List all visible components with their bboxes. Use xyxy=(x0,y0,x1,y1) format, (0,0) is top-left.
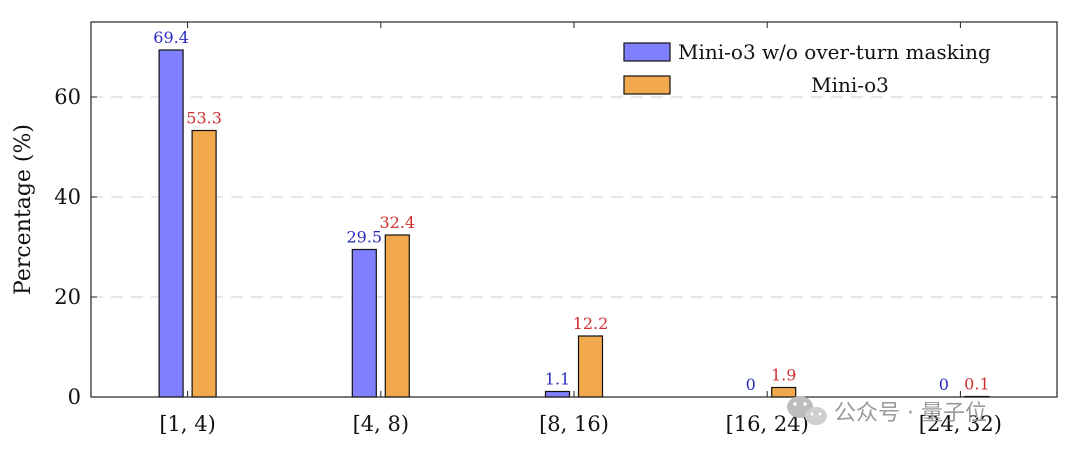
y-axis-ticks: 0 20 40 60 xyxy=(54,85,1057,409)
wechat-icon xyxy=(787,396,827,425)
legend-swatch xyxy=(623,75,671,95)
data-label: 53.3 xyxy=(186,109,222,128)
legend-label: Mini-o3 xyxy=(811,73,889,97)
bar xyxy=(158,49,184,398)
y-tick-label: 0 xyxy=(68,385,81,409)
data-label: 0 xyxy=(746,375,756,394)
data-label: 1.9 xyxy=(771,366,796,385)
x-tick-label: [4, 8) xyxy=(353,412,409,436)
y-tick-label: 60 xyxy=(54,85,81,109)
bar xyxy=(351,248,377,398)
data-label: 12.2 xyxy=(573,314,609,333)
x-tick-label: [8, 16) xyxy=(539,412,609,436)
watermark: 公众号 · 量子位 xyxy=(787,396,987,426)
watermark-text: 公众号 · 量子位 xyxy=(834,401,987,426)
data-label: 0 xyxy=(939,375,949,394)
bar xyxy=(384,234,410,398)
grid xyxy=(91,96,1057,298)
plot-frame xyxy=(90,21,1058,398)
y-tick-label: 20 xyxy=(54,285,81,309)
y-axis-title: Percentage (%) xyxy=(11,124,36,295)
legend-label: Mini-o3 w/o over-turn masking xyxy=(678,40,991,64)
data-label: 29.5 xyxy=(346,228,382,247)
bars xyxy=(158,49,990,398)
data-label: 69.4 xyxy=(153,28,189,47)
data-label: 0.1 xyxy=(964,375,989,394)
data-label: 32.4 xyxy=(379,213,415,232)
bar xyxy=(191,129,217,398)
x-tick-label: [1, 4) xyxy=(159,412,215,436)
bar xyxy=(544,390,571,398)
bar xyxy=(577,335,604,398)
legend: Mini-o3 w/o over-turn masking Mini-o3 xyxy=(623,40,991,97)
data-label: 1.1 xyxy=(545,370,570,389)
legend-swatch xyxy=(623,42,671,62)
y-tick-label: 40 xyxy=(54,185,81,209)
value-labels: 69.4 29.5 1.1 0 0 53.3 32.4 12.2 1.9 0.1 xyxy=(153,28,989,394)
bar xyxy=(771,386,797,398)
x-tick-label: [24, 32) xyxy=(919,412,1002,436)
